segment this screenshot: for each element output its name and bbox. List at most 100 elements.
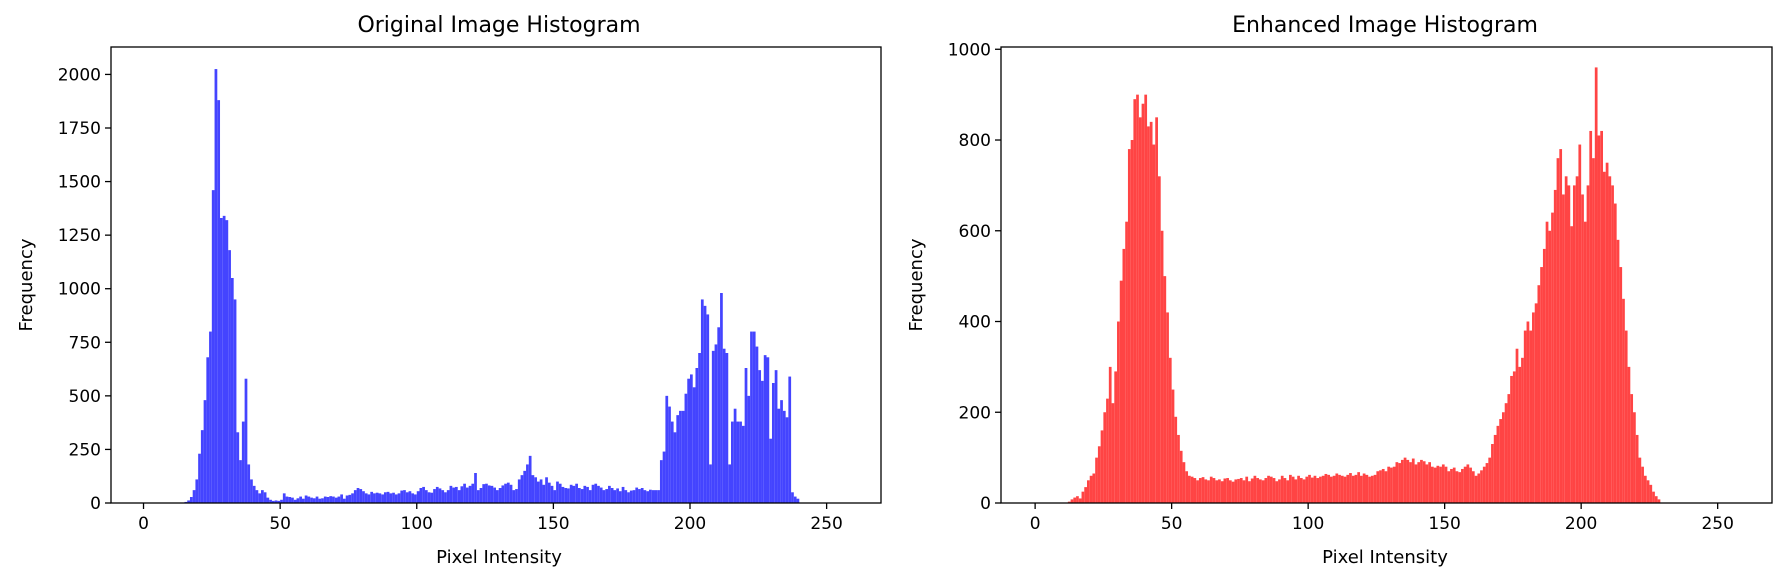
original-histogram-bar xyxy=(684,393,688,503)
enhanced-histogram-bar xyxy=(1267,475,1270,503)
original-y-tick-label: 2000 xyxy=(58,65,101,85)
original-histogram-bar xyxy=(501,485,505,503)
original-histogram-bar xyxy=(217,100,221,503)
original-histogram-bar xyxy=(700,299,704,503)
enhanced-histogram-bar xyxy=(1518,366,1522,503)
original-histogram-bar xyxy=(285,496,289,503)
original-histogram-bar xyxy=(348,494,352,503)
original-histogram-bar xyxy=(577,488,581,503)
original-histogram-bar xyxy=(424,490,428,503)
original-histogram-bar xyxy=(367,494,371,503)
enhanced-histogram-bar xyxy=(1119,280,1123,503)
original-histogram-bar xyxy=(673,432,677,503)
original-histogram-bar xyxy=(496,490,499,503)
original-histogram-bar xyxy=(463,483,466,503)
enhanced-histogram-bar xyxy=(1310,477,1314,503)
original-histogram-bar xyxy=(736,421,740,503)
enhanced-histogram-bar xyxy=(1499,419,1502,503)
original-histogram-bar xyxy=(498,488,502,503)
enhanced-histogram-bar xyxy=(1152,144,1156,504)
original-histogram-bar xyxy=(564,488,568,503)
enhanced-histogram-bar xyxy=(1305,476,1309,503)
original-histogram-bar xyxy=(621,486,625,503)
enhanced-histogram-bar xyxy=(1070,499,1074,503)
original-histogram-bar xyxy=(455,486,458,503)
enhanced-histogram-bar xyxy=(1340,475,1344,503)
original-histogram-bar xyxy=(509,484,513,503)
original-histogram-bar xyxy=(302,498,305,503)
original-histogram-bar xyxy=(340,494,343,503)
original-histogram-bar xyxy=(698,353,701,503)
enhanced-histogram-bar xyxy=(1231,481,1235,503)
original-histogram-bar xyxy=(468,485,472,503)
enhanced-histogram-bar xyxy=(1581,194,1584,503)
original-histogram-bar xyxy=(345,495,349,503)
enhanced-histogram-bar xyxy=(1272,478,1276,503)
enhanced-histogram-bar xyxy=(1562,194,1565,503)
enhanced-histogram-bar xyxy=(1553,189,1557,503)
enhanced-histogram-bar xyxy=(1403,457,1407,503)
enhanced-histogram-bar xyxy=(1572,185,1576,503)
original-histogram-bar xyxy=(375,492,379,503)
original-histogram-bar xyxy=(526,464,529,503)
original-histogram-bar xyxy=(720,293,723,503)
original-histogram-bar xyxy=(211,190,215,503)
original-histogram-bar xyxy=(228,250,231,503)
enhanced-y-tick-label: 200 xyxy=(959,403,991,423)
enhanced-histogram-bar xyxy=(1209,476,1213,503)
original-histogram-bar xyxy=(452,487,456,503)
original-histogram-bar xyxy=(635,487,639,503)
enhanced-histogram-bar xyxy=(1302,479,1306,503)
original-histogram-bar xyxy=(602,490,606,503)
original-histogram-bar xyxy=(728,464,731,503)
enhanced-histogram-bar xyxy=(1280,475,1284,503)
enhanced-histogram-bar xyxy=(1354,474,1358,503)
original-histogram-bar xyxy=(247,464,251,503)
original-histogram-bar xyxy=(291,497,294,503)
original-histogram-bar xyxy=(446,490,450,503)
enhanced-histogram-bar xyxy=(1237,478,1240,503)
enhanced-histogram-bar xyxy=(1540,267,1543,503)
original-histogram-bar xyxy=(457,490,461,503)
enhanced-histogram-bar xyxy=(1360,475,1363,503)
enhanced-x-axis-label: Pixel Intensity xyxy=(1322,547,1448,568)
original-histogram-bar xyxy=(739,421,742,503)
enhanced-histogram-bar xyxy=(1351,475,1355,503)
original-histogram-bar xyxy=(747,395,751,503)
enhanced-histogram-bar xyxy=(1646,480,1650,503)
original-histogram-bar xyxy=(299,496,302,503)
enhanced-histogram-bar xyxy=(1103,412,1107,503)
enhanced-histogram-bar xyxy=(1485,463,1489,503)
enhanced-histogram-bar xyxy=(1182,462,1186,503)
original-histogram-bar xyxy=(545,477,548,503)
enhanced-histogram-bar xyxy=(1198,478,1202,503)
original-x-axis-label: Pixel Intensity xyxy=(436,547,562,568)
original-histogram-bar xyxy=(605,489,609,503)
enhanced-histogram-bar xyxy=(1087,480,1090,503)
enhanced-histogram-bar xyxy=(1649,484,1653,503)
enhanced-histogram-bar xyxy=(1417,462,1421,503)
original-histogram-bar xyxy=(397,493,401,503)
original-histogram-bar xyxy=(465,487,469,503)
enhanced-histogram-bar xyxy=(1411,458,1415,503)
enhanced-histogram-bar xyxy=(1250,478,1254,503)
enhanced-histogram-bar xyxy=(1532,312,1535,503)
enhanced-histogram-bar xyxy=(1127,149,1131,503)
enhanced-histogram-bar xyxy=(1084,487,1087,503)
original-histogram-bar xyxy=(717,327,721,503)
enhanced-histogram-bar xyxy=(1289,474,1292,503)
original-y-axis-label: Frequency xyxy=(16,238,37,331)
enhanced-histogram-bar xyxy=(1149,121,1153,504)
original-histogram-bar xyxy=(485,483,488,503)
original-histogram-bar xyxy=(659,460,663,503)
original-histogram-title: Original Image Histogram xyxy=(357,13,640,38)
original-histogram-bar xyxy=(449,485,453,503)
enhanced-histogram-bar xyxy=(1474,475,1478,503)
enhanced-histogram-bar xyxy=(1613,203,1617,504)
original-histogram-bar xyxy=(318,498,322,503)
enhanced-histogram-bar xyxy=(1212,478,1216,503)
original-histogram-bar xyxy=(515,489,518,503)
original-histogram-bar xyxy=(616,488,619,503)
enhanced-histogram-bar xyxy=(1444,466,1448,503)
enhanced-histogram-bar xyxy=(1447,471,1451,503)
